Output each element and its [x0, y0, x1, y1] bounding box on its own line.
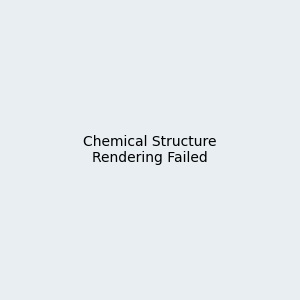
Text: Chemical Structure
Rendering Failed: Chemical Structure Rendering Failed	[83, 135, 217, 165]
